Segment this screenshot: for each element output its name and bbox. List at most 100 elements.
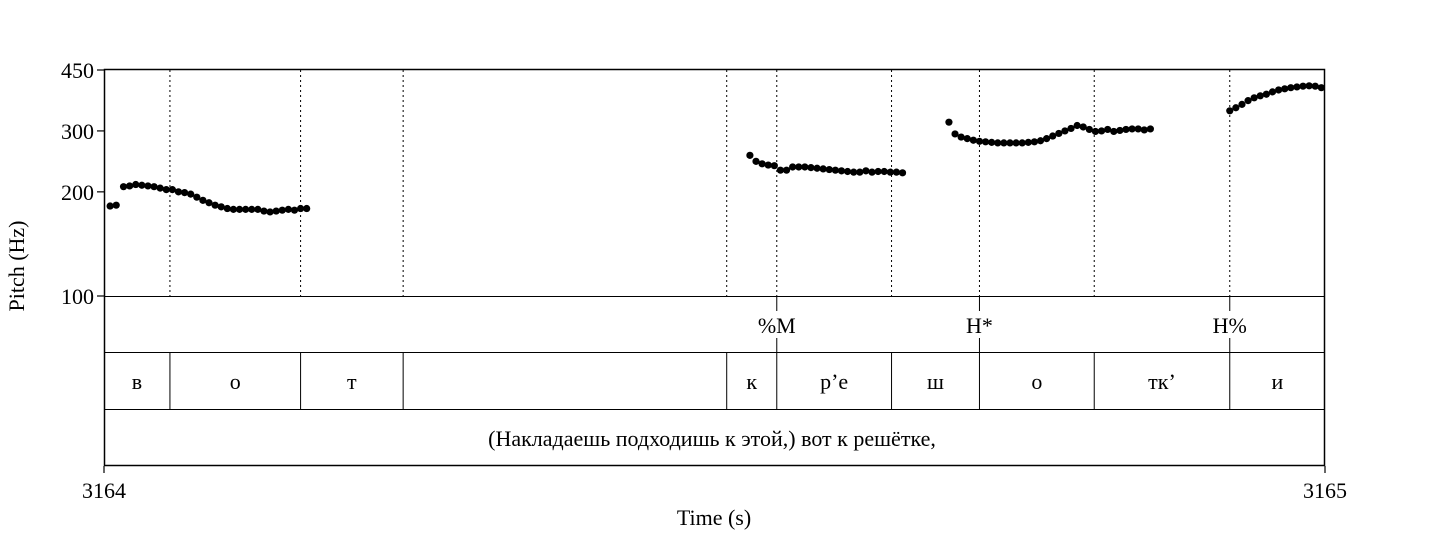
- pitch-point: [752, 157, 760, 165]
- pitch-point: [1317, 84, 1325, 92]
- pitch-point: [776, 166, 785, 174]
- interval-boundaries: [169, 70, 1231, 296]
- pitch-point: [138, 181, 146, 189]
- pitch-point: [1000, 139, 1008, 147]
- pitch-point: [1262, 90, 1270, 98]
- pitch-point: [1275, 86, 1283, 94]
- pitch-point: [266, 208, 274, 216]
- pitch-point: [144, 182, 152, 190]
- segment-label: ш: [927, 369, 944, 394]
- pitch-point: [1299, 82, 1307, 90]
- pitch-point: [1067, 124, 1075, 133]
- pitch-point: [843, 167, 852, 176]
- pitch-point: [193, 193, 201, 201]
- pitch-point: [758, 160, 766, 168]
- pitch-point: [303, 204, 311, 213]
- x-tick-label: 3165: [1303, 478, 1347, 503]
- pitch-point: [126, 182, 134, 190]
- pitch-point: [119, 183, 128, 191]
- pitch-point: [1116, 126, 1124, 135]
- pitch-point: [296, 204, 305, 213]
- pitch-point: [1146, 125, 1154, 133]
- pitch-point: [1079, 123, 1087, 131]
- pitch-point: [1256, 92, 1264, 100]
- pitch-point: [1073, 121, 1081, 130]
- y-tick-label: 450: [61, 58, 94, 83]
- pitch-point: [1104, 125, 1112, 134]
- pitch-point: [892, 168, 901, 176]
- pitch-point: [789, 163, 797, 171]
- pitch-point: [284, 205, 292, 213]
- pitch-point: [205, 199, 213, 207]
- pitch-point: [1049, 132, 1057, 140]
- x-tick-label: 3164: [82, 478, 126, 503]
- pitch-point: [1232, 104, 1240, 112]
- tone-label: H%: [1213, 313, 1247, 338]
- x-axis-label: Time (s): [677, 505, 751, 530]
- pitch-point: [746, 151, 754, 159]
- segment-label: в: [132, 369, 142, 394]
- pitch-point: [782, 166, 791, 174]
- pitch-point: [850, 168, 858, 176]
- pitch-point: [1110, 127, 1118, 136]
- pitch-point: [957, 133, 965, 141]
- pitch-point: [1085, 125, 1093, 134]
- pitch-point: [235, 205, 244, 213]
- pitch-point: [254, 205, 262, 213]
- pitch-point: [156, 184, 164, 192]
- segment-label: о: [230, 369, 241, 394]
- pitch-point: [1043, 135, 1051, 143]
- pitch-point: [272, 207, 280, 215]
- pitch-point: [1012, 139, 1020, 147]
- pitch-point: [248, 205, 256, 213]
- pitch-point: [981, 138, 990, 146]
- annotation-tiers: %M H* H% в о т к р’е ш о тк’ и: [132, 296, 1283, 409]
- pitch-point: [963, 135, 971, 143]
- pitch-point: [1097, 127, 1106, 135]
- tone-label: H*: [966, 313, 993, 338]
- pitch-point: [1293, 83, 1301, 91]
- pitch-point: [1122, 125, 1130, 134]
- pitch-point: [162, 186, 170, 194]
- pitch-point: [862, 167, 870, 175]
- pitch-point: [898, 169, 907, 177]
- pitch-point: [187, 190, 195, 198]
- pitch-points: [106, 82, 1325, 216]
- axes: 100 200 300 450 3164 3165: [61, 58, 1347, 503]
- plot-border: [103, 68, 1326, 467]
- segment-label: т: [347, 369, 357, 394]
- pitch-point: [217, 203, 225, 211]
- sentence-transcription: (Накладаешь подходишь к этой,) вот к реш…: [488, 426, 936, 451]
- y-axis-label: Pitch (Hz): [4, 220, 29, 311]
- pitch-point: [831, 166, 839, 174]
- segment-label: р’е: [820, 369, 848, 394]
- pitch-point: [1226, 107, 1234, 115]
- pitch-point: [1091, 127, 1100, 136]
- segment-label: о: [1031, 369, 1042, 394]
- y-tick-label: 200: [61, 180, 94, 205]
- segment-label: к: [746, 369, 757, 394]
- pitch-point: [211, 201, 219, 209]
- pitch-point: [260, 207, 268, 215]
- pitch-point: [1030, 138, 1039, 146]
- pitch-point: [975, 137, 984, 145]
- pitch-point: [106, 202, 114, 210]
- pitch-point: [229, 205, 238, 213]
- pitch-point: [1311, 82, 1319, 90]
- pitch-point: [880, 167, 888, 176]
- plot-frame: [103, 68, 1326, 467]
- pitch-point: [770, 162, 778, 170]
- pitch-point: [242, 205, 250, 213]
- y-tick-label: 300: [61, 119, 94, 144]
- pitch-point: [112, 201, 120, 209]
- pitch-point: [988, 138, 996, 146]
- pitch-point: [1305, 82, 1313, 90]
- pitch-point: [795, 163, 803, 171]
- pitch-point: [1244, 97, 1252, 105]
- tone-label: %M: [758, 313, 796, 338]
- pitch-point: [1287, 84, 1295, 92]
- pitch-point: [150, 183, 158, 191]
- pitch-point: [1134, 125, 1142, 133]
- pitch-point: [1128, 125, 1136, 133]
